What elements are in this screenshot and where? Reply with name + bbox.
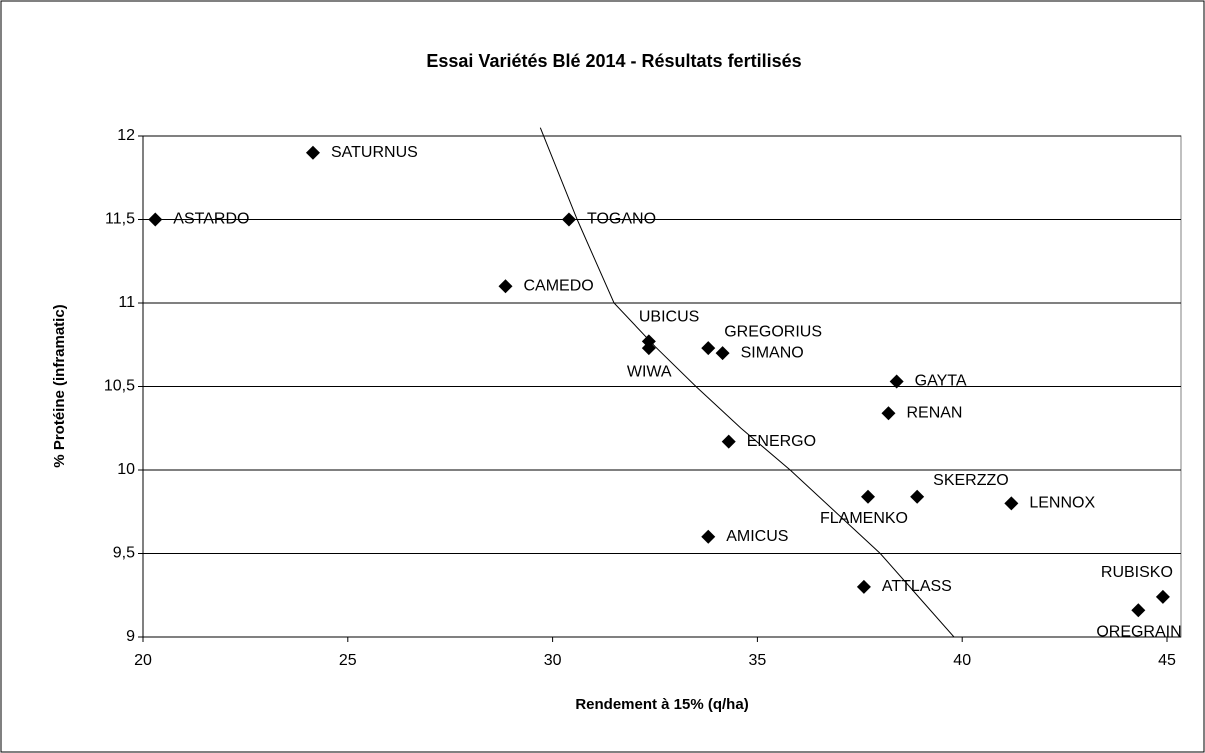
y-tick-label: 10	[117, 461, 135, 478]
point-label: ASTARDO	[173, 211, 249, 228]
y-axis-title: % Protéine (inframatic)	[51, 304, 68, 467]
marker	[1131, 603, 1146, 618]
marker	[1155, 589, 1170, 604]
point-label: CAMEDO	[523, 278, 593, 295]
marker	[561, 212, 576, 227]
marker	[1004, 496, 1019, 511]
marker	[701, 341, 716, 356]
x-tick-label: 40	[953, 652, 971, 669]
marker	[856, 579, 871, 594]
point-label: UBICUS	[639, 309, 699, 326]
y-tick-label: 10,5	[104, 378, 135, 395]
x-tick-label: 35	[749, 652, 767, 669]
point-label: SATURNUS	[331, 144, 418, 161]
point-label: GREGORIUS	[724, 323, 822, 340]
x-tick-label: 45	[1158, 652, 1176, 669]
point-label: SKERZZO	[933, 472, 1009, 489]
marker	[305, 145, 320, 160]
point-label: GAYTA	[915, 373, 967, 390]
marker	[148, 212, 163, 227]
marker	[701, 529, 716, 544]
point-label: ATTLASS	[882, 578, 952, 595]
point-label: ENERGO	[747, 433, 816, 450]
x-tick-label: 20	[134, 652, 152, 669]
point-label: RUBISKO	[1101, 564, 1173, 581]
x-tick-label: 30	[544, 652, 562, 669]
marker	[715, 346, 730, 361]
trend-line	[539, 127, 955, 638]
y-tick-label: 11,5	[105, 211, 135, 228]
point-label: RENAN	[906, 404, 962, 421]
point-label: WIWA	[627, 363, 672, 380]
marker	[889, 374, 904, 389]
point-label: TOGANO	[587, 211, 656, 228]
point-label: SIMANO	[741, 344, 804, 361]
point-label: AMICUS	[726, 528, 788, 545]
marker	[860, 489, 875, 504]
chart-title: Essai Variétés Blé 2014 - Résultats fert…	[426, 51, 801, 71]
y-tick-label: 11	[118, 294, 135, 311]
y-tick-label: 9,5	[113, 545, 135, 562]
x-axis-title: Rendement à 15% (q/ha)	[575, 696, 748, 713]
marker	[881, 406, 896, 421]
marker	[498, 279, 513, 294]
marker	[910, 489, 925, 504]
point-label: OREGRAIN	[1096, 623, 1181, 640]
marker	[641, 341, 656, 356]
y-tick-label: 9	[126, 628, 135, 645]
marker	[721, 434, 736, 449]
point-label: FLAMENKO	[820, 510, 908, 527]
y-tick-label: 12	[117, 127, 135, 144]
x-tick-label: 25	[339, 652, 357, 669]
point-label: LENNOX	[1029, 495, 1095, 512]
